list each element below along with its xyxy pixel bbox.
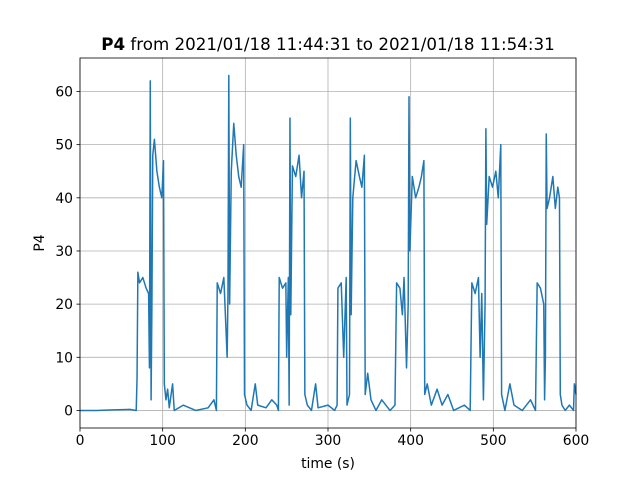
chart-title: P4 from 2021/01/18 11:44:31 to 2021/01/1… xyxy=(101,34,555,54)
y-tick-label: 60 xyxy=(55,84,73,100)
x-tick-label: 300 xyxy=(315,433,342,449)
y-tick-label: 0 xyxy=(64,403,73,419)
title-bold: P4 xyxy=(101,34,125,54)
x-tick-label: 400 xyxy=(397,433,424,449)
x-axis-label: time (s) xyxy=(301,456,355,472)
x-tick-label: 500 xyxy=(480,433,507,449)
x-tick-label: 100 xyxy=(149,433,176,449)
x-tick-label: 200 xyxy=(232,433,259,449)
y-tick-label: 40 xyxy=(55,191,73,207)
y-tick-label: 10 xyxy=(55,350,73,366)
y-tick-label: 20 xyxy=(55,297,73,313)
data-line xyxy=(80,74,577,412)
y-tick-label: 50 xyxy=(55,138,73,154)
y-axis-label: P4 xyxy=(32,234,48,251)
title-rest: from 2021/01/18 11:44:31 to 2021/01/18 1… xyxy=(130,34,554,54)
y-tick-label: 30 xyxy=(55,244,73,260)
x-tick-label: 0 xyxy=(76,433,85,449)
x-tick-label: 600 xyxy=(563,433,590,449)
axes-frame xyxy=(79,57,577,429)
